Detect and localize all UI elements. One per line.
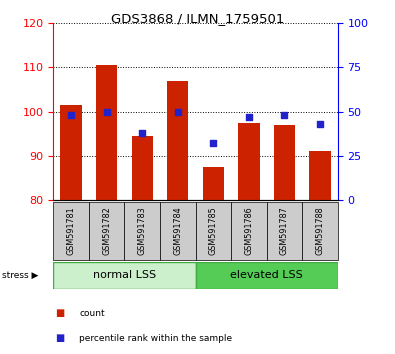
Text: GSM591784: GSM591784 (173, 206, 182, 255)
Bar (238, 122, 260, 200)
Bar (203, 167, 224, 200)
Text: GSM591781: GSM591781 (67, 206, 75, 255)
Text: GSM591782: GSM591782 (102, 206, 111, 255)
Point (68, 112, 74, 118)
Bar (309, 152, 331, 200)
Point (317, 121, 323, 127)
Point (281, 112, 288, 118)
Text: GSM591785: GSM591785 (209, 206, 218, 255)
Bar (302, 202, 338, 260)
Text: ■: ■ (55, 308, 64, 318)
Bar (267, 202, 302, 260)
Text: GDS3868 / ILMN_1759501: GDS3868 / ILMN_1759501 (111, 12, 284, 25)
Point (246, 114, 252, 120)
Text: ■: ■ (55, 333, 64, 343)
Bar (89, 202, 124, 260)
Bar (132, 136, 153, 200)
Bar (167, 80, 188, 200)
Point (139, 130, 145, 136)
Bar (96, 65, 117, 200)
Text: GSM591783: GSM591783 (138, 206, 147, 255)
Bar (274, 125, 295, 200)
Text: stress ▶: stress ▶ (2, 271, 38, 280)
Text: percentile rank within the sample: percentile rank within the sample (79, 333, 232, 343)
Bar (231, 202, 267, 260)
Bar (196, 202, 231, 260)
Bar (160, 202, 196, 260)
Bar (53, 202, 89, 260)
Bar (53, 262, 196, 289)
Bar (60, 105, 82, 200)
Text: elevated LSS: elevated LSS (230, 270, 303, 280)
Text: GSM591788: GSM591788 (316, 206, 324, 255)
Point (103, 109, 110, 114)
Bar (124, 202, 160, 260)
Point (210, 141, 216, 146)
Bar (196, 262, 338, 289)
Text: count: count (79, 309, 105, 318)
Text: GSM591786: GSM591786 (245, 206, 253, 255)
Point (175, 109, 181, 114)
Text: normal LSS: normal LSS (93, 270, 156, 280)
Text: GSM591787: GSM591787 (280, 206, 289, 255)
